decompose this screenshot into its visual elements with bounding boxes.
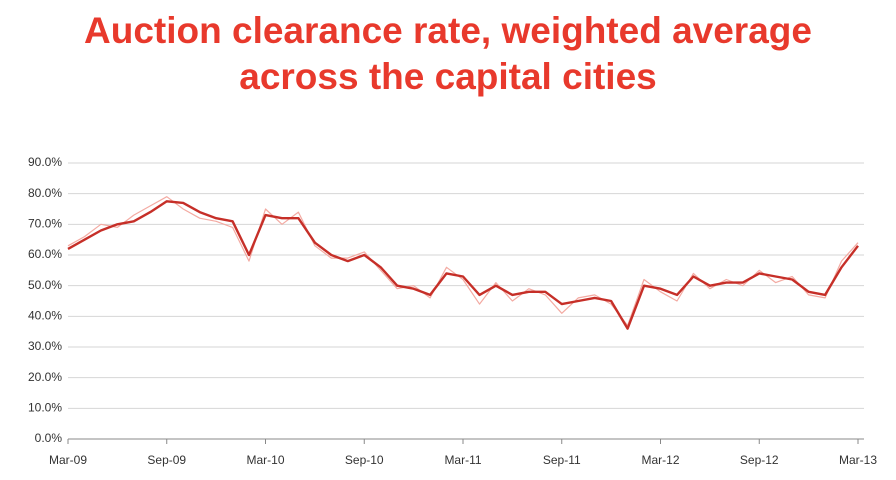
x-tick-label: Sep-11 <box>543 453 581 467</box>
y-tick-label: 80.0% <box>28 186 62 200</box>
y-tick-label: 60.0% <box>28 247 62 261</box>
y-tick-label: 0.0% <box>35 431 63 445</box>
y-tick-label: 70.0% <box>28 217 62 231</box>
y-tick-label: 40.0% <box>28 309 62 323</box>
y-tick-label: 20.0% <box>28 370 62 384</box>
x-tick-label: Mar-10 <box>246 453 284 467</box>
y-tick-label: 90.0% <box>28 155 62 169</box>
y-tick-label: 30.0% <box>28 339 62 353</box>
x-tick-label: Sep-09 <box>147 453 186 467</box>
x-tick-label: Sep-12 <box>740 453 779 467</box>
x-tick-label: Mar-13 <box>839 453 877 467</box>
series-line <box>67 196 859 327</box>
x-tick-label: Mar-12 <box>641 453 679 467</box>
y-tick-label: 50.0% <box>28 278 62 292</box>
x-tick-label: Mar-11 <box>444 453 481 467</box>
x-tick-label: Sep-10 <box>345 453 384 467</box>
series-line <box>67 200 859 330</box>
chart-title: Auction clearance rate, weighted average… <box>84 10 812 97</box>
y-tick-label: 10.0% <box>28 401 62 415</box>
x-tick-label: Mar-09 <box>49 453 87 467</box>
